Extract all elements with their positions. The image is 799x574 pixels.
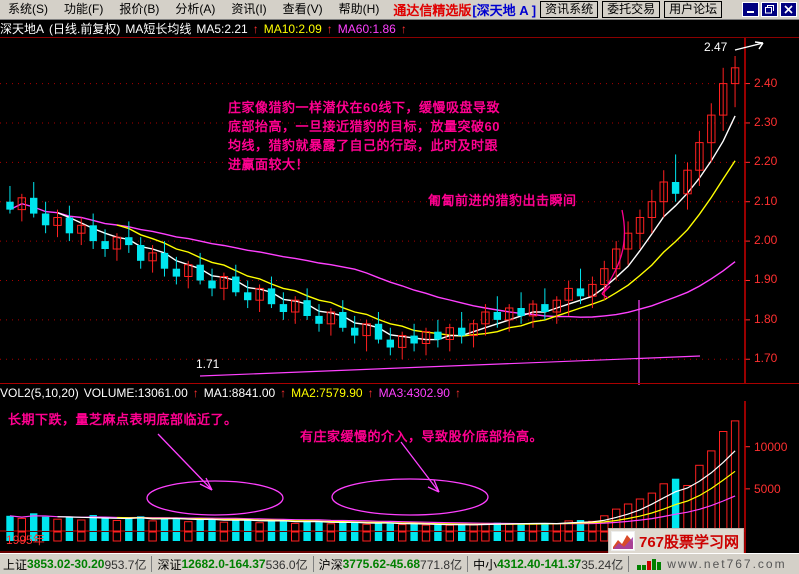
status-divider (151, 556, 153, 572)
support-price-label: 1.71 (196, 357, 220, 371)
window-controls (742, 2, 797, 17)
toolbar-button-news-system[interactable]: 资讯系统 (540, 1, 599, 18)
close-icon[interactable] (780, 2, 797, 17)
index-value: 3853.02 (27, 557, 71, 571)
status-divider (628, 556, 630, 572)
menu-item-function[interactable]: 功能(F) (64, 2, 104, 16)
index-value: 4312.40 (497, 557, 541, 571)
watermark-text: 767股票学习网 (639, 533, 740, 551)
pounce-annotation-text: 匍匐前进的猎豹出击瞬间 (428, 193, 577, 208)
price-tick-label: 1.70 (754, 351, 778, 366)
volume-annotation-right: 有庄家缓慢的介入，导致股价底部抬高。 (300, 429, 544, 444)
price-tick-label: 1.90 (754, 272, 778, 287)
vol-ma3-arrow-icon: ↑ (454, 386, 461, 400)
date-axis-label: 1995年 (6, 533, 45, 547)
price-indicator-header: 深天地A (日线.前复权) MA短长均线 MA5:2.21 ↑ MA10:2.09… (0, 20, 799, 37)
menu-bar: 系统(S) 功能(F) 报价(B) 分析(A) 资讯(I) 查看(V) 帮助(H… (0, 0, 799, 20)
ma5-arrow-icon: ↑ (252, 21, 259, 36)
main-annotation-text: 庄家像猎豹一样潜伏在60线下，缓慢吸盘导致 底部抬高，一旦接近猎豹的目标，放量突… (228, 100, 500, 172)
index-name: 中小 (473, 557, 498, 572)
menu-item-news[interactable]: 资讯(I) (231, 2, 267, 16)
header-ma60: MA60:1.86 (337, 21, 396, 36)
index-amount: 953.7亿 (104, 557, 147, 572)
index-amount: 536.0亿 (265, 557, 308, 572)
index-value: 12682.0 (181, 557, 225, 571)
index-amount: 35.24亿 (581, 557, 624, 572)
vol-ma2: MA2:7579.90 (291, 386, 363, 400)
index-change: -30.20 (70, 557, 105, 571)
index-change: -141.37 (540, 557, 582, 571)
volume-tick-label: 10000 (754, 439, 788, 454)
panel-divider (0, 383, 799, 384)
toolbar-button-forum[interactable]: 用户论坛 (664, 1, 723, 18)
vol-ma1: MA1:8841.00 (203, 386, 276, 400)
price-tick-label: 2.40 (754, 75, 778, 90)
menu-item-help[interactable]: 帮助(H) (338, 2, 380, 16)
header-symbol: 深天地A (0, 22, 45, 36)
active-symbol-title: [深天地 A ] (472, 3, 537, 18)
index-amount: 771.8亿 (420, 557, 463, 572)
vol-value: VOLUME:13061.00 (83, 386, 188, 400)
header-period[interactable]: (日线.前复权) (49, 22, 121, 36)
logo-mark-icon (611, 531, 635, 551)
pounce-leader-line (601, 209, 626, 299)
price-tick-label: 1.80 (754, 311, 778, 326)
product-name: 通达信精选版 (393, 3, 472, 18)
status-bar: 上证 3853.02 -30.20 953.7亿 深证 12682.0 -164… (0, 553, 799, 574)
index-name: 沪深 (318, 557, 343, 572)
status-divider (312, 556, 314, 572)
status-url[interactable]: www.net767.com (667, 557, 787, 571)
restore-icon[interactable] (761, 2, 778, 17)
ma10-arrow-icon: ↑ (326, 21, 333, 36)
header-indicator-name[interactable]: MA短长均线 (125, 22, 192, 36)
status-index-zhongxiao[interactable]: 中小 4312.40 -141.37 35.24亿 (470, 556, 626, 573)
volume-tick-label: 5000 (754, 481, 781, 496)
menu-item-system[interactable]: 系统(S) (8, 2, 48, 16)
menu-item-quote[interactable]: 报价(B) (119, 2, 160, 16)
status-index-shenzhen[interactable]: 深证 12682.0 -164.37 536.0亿 (154, 556, 310, 573)
ma60-arrow-icon: ↑ (400, 21, 407, 36)
peak-price-arrow-icon (734, 41, 764, 51)
index-name: 深证 (157, 557, 182, 572)
price-tick-label: 2.20 (754, 154, 778, 169)
index-change: -45.68 (386, 557, 421, 571)
menu-item-analysis[interactable]: 分析(A) (175, 2, 216, 16)
toolbar-button-trade[interactable]: 委托交易 (602, 1, 661, 18)
price-chart-canvas (0, 38, 750, 383)
index-name: 上证 (3, 557, 28, 572)
header-ma5: MA5:2.21 (196, 21, 248, 36)
status-index-shanghai[interactable]: 上证 3853.02 -30.20 953.7亿 (0, 556, 149, 573)
vol-indicator-name[interactable]: VOL2(5,10,20) (0, 386, 79, 400)
header-ma10: MA10:2.09 (263, 21, 322, 36)
mini-sparkline-icon (637, 558, 662, 570)
price-tick-label: 2.10 (754, 193, 778, 208)
price-tick-label: 2.30 (754, 114, 778, 129)
index-change: -164.37 (224, 557, 266, 571)
minimize-icon[interactable] (742, 2, 759, 17)
status-divider (467, 556, 469, 572)
vol-ma2-arrow-icon: ↑ (367, 386, 374, 400)
price-chart-panel[interactable] (0, 37, 799, 383)
status-index-hushen[interactable]: 沪深 3775.62 -45.68 771.8亿 (316, 556, 465, 573)
menu-item-view[interactable]: 查看(V) (282, 2, 323, 16)
volume-annotation-left: 长期下跌，量芝麻点表明底部临近了。 (8, 412, 238, 427)
vol-ma3: MA3:4302.90 (378, 386, 450, 400)
volume-left-arrow-icon (157, 433, 213, 491)
price-tick-label: 2.00 (754, 233, 778, 248)
vol-ma1-arrow-icon: ↑ (280, 386, 287, 400)
peak-price-label: 2.47 (704, 40, 728, 54)
index-value: 3775.62 (342, 557, 387, 571)
brand-title: 通达信精选版 [深天地 A ] (393, 0, 536, 19)
volume-right-arrow-icon (400, 441, 440, 493)
vol-arrow-icon: ↑ (192, 386, 199, 400)
volume-indicator-header: VOL2(5,10,20) VOLUME:13061.00 ↑ MA1:8841.… (0, 385, 799, 401)
watermark-logo: 767股票学习网 (608, 528, 745, 554)
